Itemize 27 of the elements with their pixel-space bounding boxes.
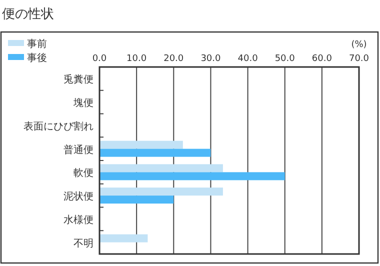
x-tick-label: 10.0 bbox=[126, 54, 147, 64]
legend-label: 事後 bbox=[27, 52, 47, 64]
x-tick-label: 30.0 bbox=[200, 54, 222, 64]
x-tick-label: 0.0 bbox=[92, 54, 107, 64]
chart-title: 便の性状 bbox=[2, 7, 54, 22]
bar bbox=[100, 140, 183, 149]
x-axis-title: (%) bbox=[351, 40, 367, 50]
bar bbox=[100, 196, 174, 204]
bar bbox=[100, 234, 148, 242]
y-tick-label: 軟便 bbox=[74, 168, 94, 180]
bar bbox=[100, 172, 285, 180]
y-tick-label: 水様便 bbox=[64, 214, 94, 226]
y-tick-label: 泥状便 bbox=[64, 190, 94, 203]
bar bbox=[100, 188, 223, 196]
legend-label: 事前 bbox=[27, 38, 47, 50]
y-tick-label: 普通便 bbox=[64, 144, 94, 156]
x-tick-label: 20.0 bbox=[164, 54, 184, 64]
y-tick-label: 塊便 bbox=[72, 97, 94, 110]
bar bbox=[100, 148, 211, 157]
y-tick-label: 表面にひび割れ bbox=[24, 120, 94, 132]
x-tick-label: 60.0 bbox=[312, 54, 332, 64]
x-tick-label: 40.0 bbox=[238, 54, 258, 64]
x-tick-label: 50.0 bbox=[274, 54, 296, 64]
bar bbox=[100, 164, 223, 172]
y-tick-label: 兎糞便 bbox=[64, 74, 94, 86]
x-tick-label: 70.0 bbox=[348, 54, 370, 64]
y-tick-label: 不明 bbox=[74, 238, 94, 250]
